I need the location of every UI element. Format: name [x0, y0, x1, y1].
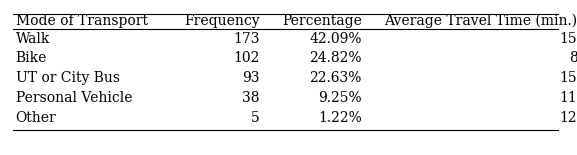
- Text: 102: 102: [233, 51, 260, 65]
- Text: 12: 12: [560, 111, 577, 125]
- Text: Other: Other: [16, 111, 57, 125]
- Text: 15: 15: [560, 71, 577, 85]
- Text: Frequency: Frequency: [184, 14, 260, 28]
- Text: 1.22%: 1.22%: [318, 111, 362, 125]
- Text: Mode of Transport: Mode of Transport: [16, 14, 148, 28]
- Text: Percentage: Percentage: [282, 14, 362, 28]
- Text: 93: 93: [242, 71, 260, 85]
- Text: Personal Vehicle: Personal Vehicle: [16, 91, 132, 105]
- Text: Walk: Walk: [16, 32, 50, 46]
- Text: UT or City Bus: UT or City Bus: [16, 71, 119, 85]
- Text: 38: 38: [242, 91, 260, 105]
- Text: Bike: Bike: [16, 51, 47, 65]
- Text: 22.63%: 22.63%: [309, 71, 362, 85]
- Text: 11: 11: [560, 91, 577, 105]
- Text: 15: 15: [560, 32, 577, 46]
- Text: 42.09%: 42.09%: [309, 32, 362, 46]
- Text: 5: 5: [251, 111, 260, 125]
- Text: Average Travel Time (min.): Average Travel Time (min.): [384, 14, 577, 28]
- Text: 9.25%: 9.25%: [318, 91, 362, 105]
- Text: 173: 173: [233, 32, 260, 46]
- Text: 8: 8: [569, 51, 577, 65]
- Text: 24.82%: 24.82%: [309, 51, 362, 65]
